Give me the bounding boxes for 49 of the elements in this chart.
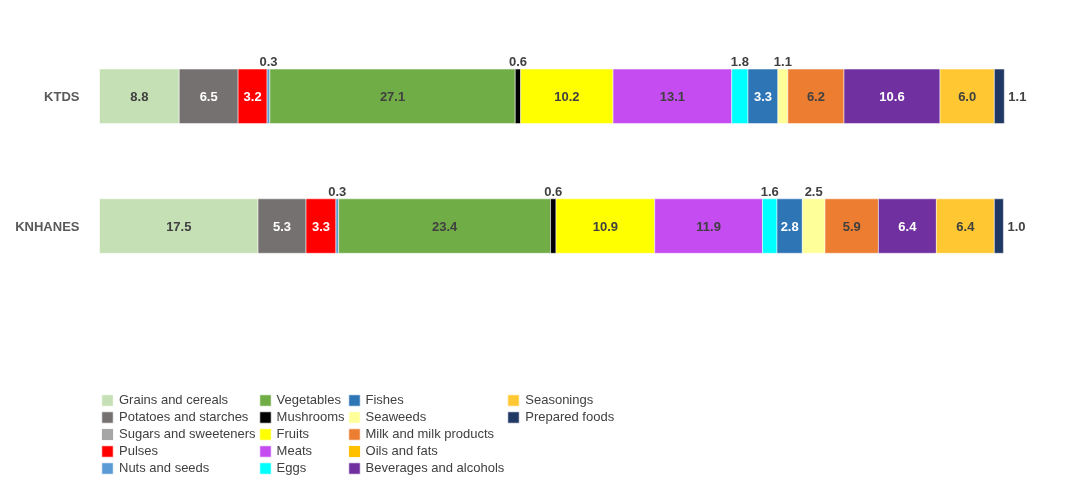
data-label: 6.2 (806, 88, 825, 104)
data-label: 3.2 (243, 88, 262, 104)
data-label: 3.3 (753, 88, 772, 104)
data-label: 23.4 (431, 218, 459, 234)
data-label: 17.5 (166, 218, 192, 234)
data-label: 2.5 (804, 183, 823, 199)
data-label: 1.6 (760, 183, 779, 199)
data-label: 0.3 (259, 54, 278, 70)
data-label: 1.0 (1007, 218, 1026, 234)
legend-label: Beverages and alcohols (365, 460, 505, 475)
data-label: 10.6 (879, 88, 905, 104)
data-label: 6.5 (199, 88, 218, 104)
data-label: 11.9 (696, 218, 721, 234)
data-label: 1.8 (730, 54, 749, 70)
legend-label: Vegetables (276, 392, 341, 407)
legend-label: Meats (276, 443, 312, 458)
data-label: 2.8 (780, 218, 799, 234)
legend-label: Fishes (365, 392, 404, 407)
y-tick-label: KNHANES (15, 218, 80, 234)
data-label: 5.9 (842, 218, 861, 234)
data-label: 0.6 (544, 183, 563, 199)
legend-label: Pulses (119, 443, 159, 458)
data-label: 6.4 (898, 218, 918, 234)
data-label: 1.1 (773, 54, 792, 70)
legend-label: Seasonings (525, 392, 594, 407)
data-label: 10.2 (554, 88, 580, 104)
legend-label: Milk and milk products (365, 426, 495, 441)
legend-label: Grains and cereals (119, 392, 229, 407)
data-label: 3.3 (311, 218, 331, 234)
data-label: 5.3 (273, 218, 292, 234)
legend-label: Potatoes and starches (119, 409, 249, 424)
data-label: 0.6 (508, 54, 528, 70)
data-label: 8.8 (130, 88, 149, 104)
data-label: 10.9 (592, 218, 619, 234)
legend-label: Nuts and seeds (119, 460, 210, 475)
data-label: 1.1 (1008, 88, 1027, 104)
data-label: 6.4 (956, 218, 976, 234)
legend-label: Seaweeds (365, 409, 427, 424)
legend-label: Oils and fats (365, 443, 438, 458)
legend-label: Fruits (276, 426, 310, 441)
legend-label: Prepared foods (525, 409, 615, 424)
data-label: 13.1 (659, 88, 686, 104)
data-label: 0.3 (328, 183, 347, 199)
legend-label: Mushrooms (276, 409, 345, 424)
legend-label: Sugars and sweeteners (119, 426, 256, 441)
data-label: 27.1 (379, 88, 406, 104)
legend-label: Eggs (276, 460, 307, 475)
y-tick-label: KTDS (44, 88, 80, 104)
data-label: 6.0 (958, 88, 977, 104)
